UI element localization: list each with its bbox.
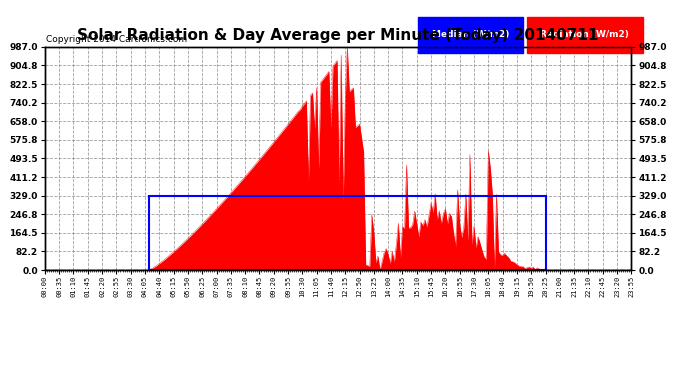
Text: Copyright 2014 Cartronics.com: Copyright 2014 Cartronics.com bbox=[46, 34, 187, 44]
Text: Median (W/m2): Median (W/m2) bbox=[432, 30, 509, 39]
Text: Radiation (W/m2): Radiation (W/m2) bbox=[540, 30, 629, 39]
Bar bbox=[149, 196, 546, 270]
Title: Solar Radiation & Day Average per Minute (Today) 20140711: Solar Radiation & Day Average per Minute… bbox=[77, 28, 599, 43]
